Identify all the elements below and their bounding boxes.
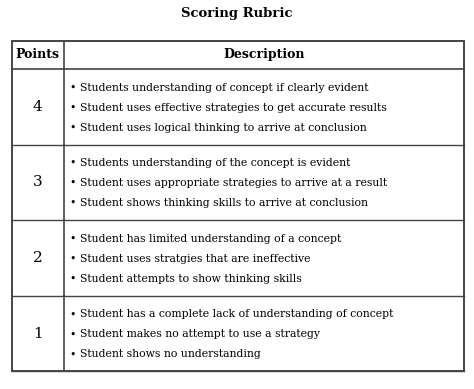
Text: •: • <box>69 123 75 133</box>
Text: 2: 2 <box>33 251 43 265</box>
Text: Scoring Rubric: Scoring Rubric <box>181 7 293 20</box>
Text: •: • <box>69 234 75 244</box>
Text: •: • <box>69 329 75 340</box>
Text: 4: 4 <box>33 100 43 114</box>
Text: Student uses effective strategies to get accurate results: Student uses effective strategies to get… <box>80 103 387 112</box>
Text: Description: Description <box>223 48 304 61</box>
Text: •: • <box>69 178 75 188</box>
Text: Student attempts to show thinking skills: Student attempts to show thinking skills <box>80 274 301 284</box>
Text: Student uses logical thinking to arrive at conclusion: Student uses logical thinking to arrive … <box>80 123 367 133</box>
Text: Student uses appropriate strategies to arrive at a result: Student uses appropriate strategies to a… <box>80 178 387 188</box>
FancyBboxPatch shape <box>12 41 464 371</box>
Text: •: • <box>69 158 75 168</box>
Text: Student shows no understanding: Student shows no understanding <box>80 349 261 359</box>
Text: •: • <box>69 274 75 284</box>
Text: •: • <box>69 82 75 93</box>
Text: Student makes no attempt to use a strategy: Student makes no attempt to use a strate… <box>80 329 320 340</box>
Text: Students understanding of concept if clearly evident: Students understanding of concept if cle… <box>80 82 368 93</box>
Text: Student has a complete lack of understanding of concept: Student has a complete lack of understan… <box>80 309 393 319</box>
Text: 1: 1 <box>33 327 43 341</box>
Text: •: • <box>69 198 75 208</box>
Text: •: • <box>69 309 75 319</box>
Text: Student uses stratgies that are ineffective: Student uses stratgies that are ineffect… <box>80 254 310 264</box>
Text: •: • <box>69 349 75 359</box>
Text: •: • <box>69 103 75 112</box>
Text: Points: Points <box>16 48 60 61</box>
Text: Student has limited understanding of a concept: Student has limited understanding of a c… <box>80 234 341 244</box>
Text: Student shows thinking skills to arrive at conclusion: Student shows thinking skills to arrive … <box>80 198 368 208</box>
Text: •: • <box>69 254 75 264</box>
Text: Students understanding of the concept is evident: Students understanding of the concept is… <box>80 158 350 168</box>
Text: 3: 3 <box>33 175 43 189</box>
